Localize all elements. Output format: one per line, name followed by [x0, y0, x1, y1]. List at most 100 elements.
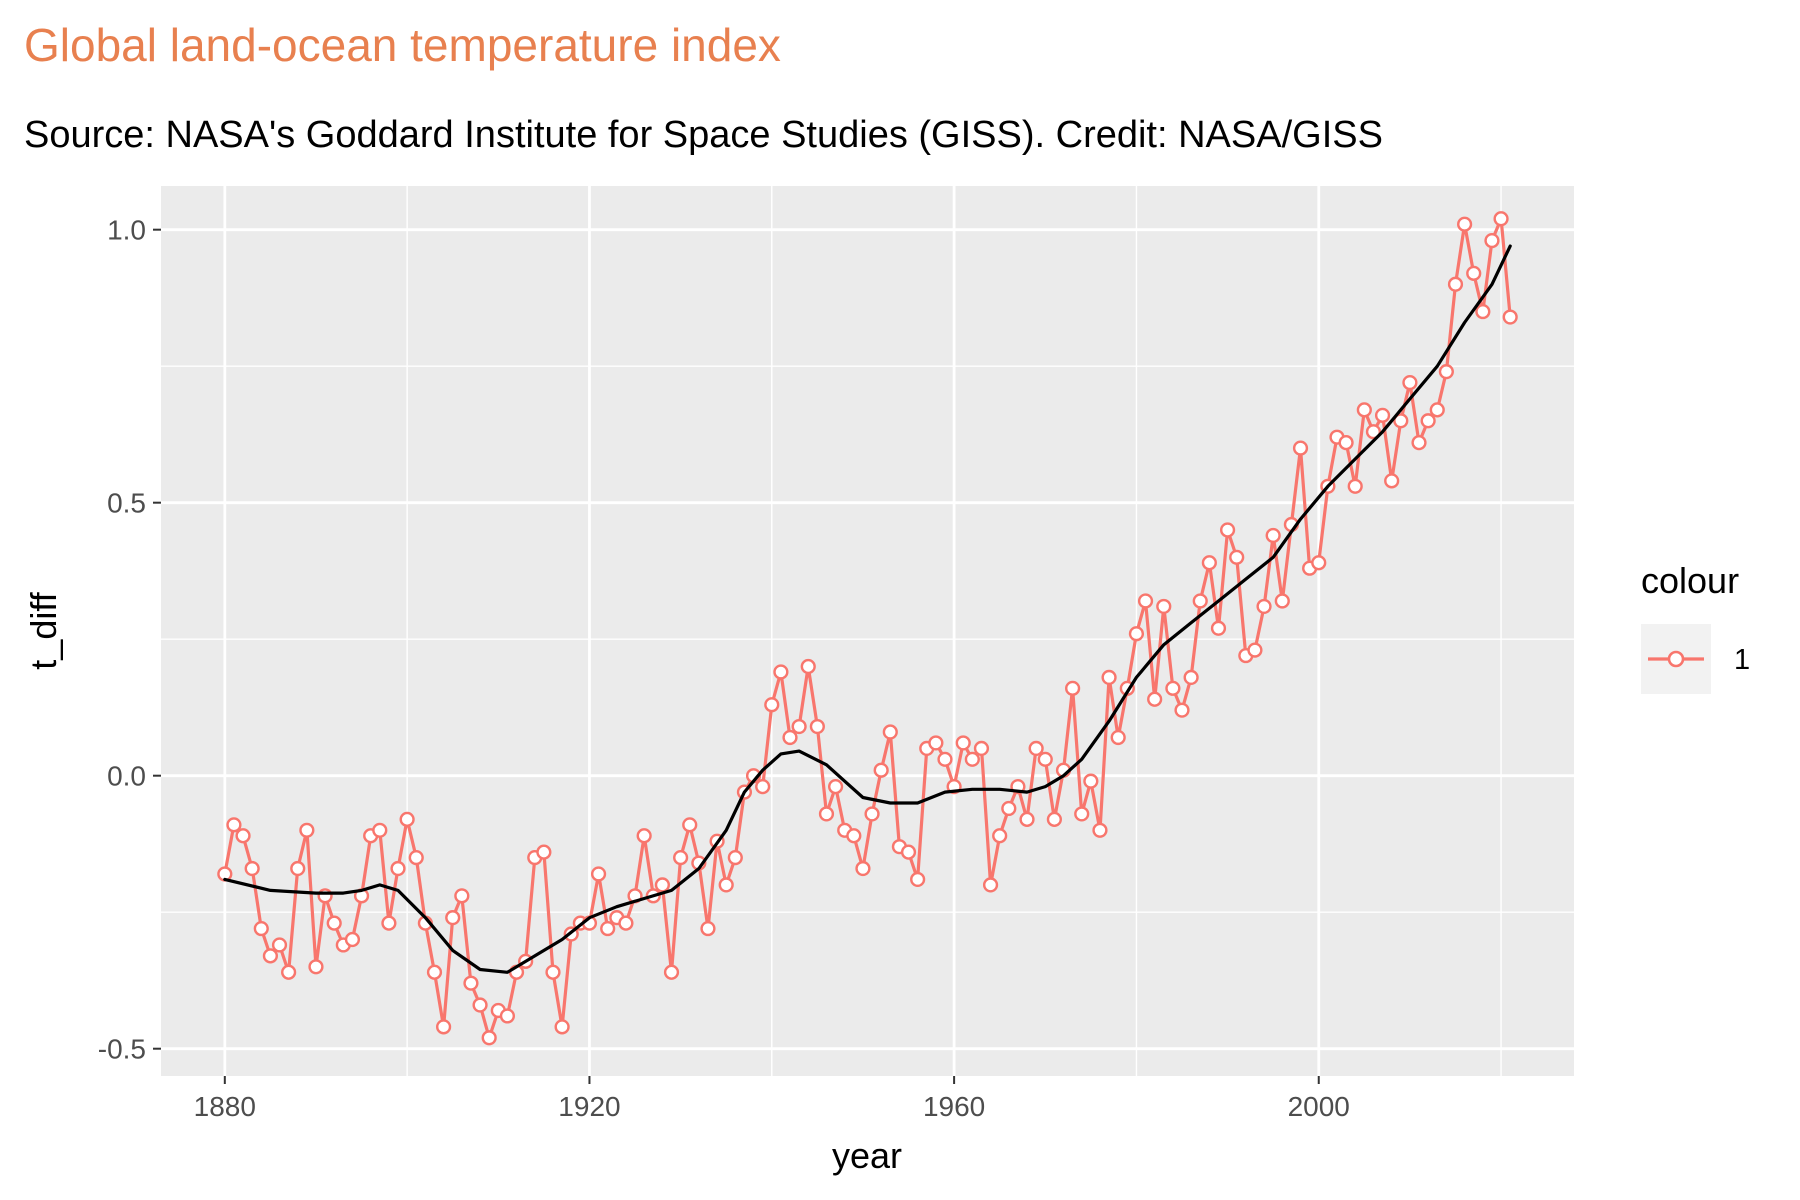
data-point	[600, 920, 616, 937]
data-point	[271, 937, 288, 953]
x-axis: 1880 1920 1960 2000	[194, 1076, 1350, 1122]
data-point	[937, 751, 953, 767]
data-point	[344, 931, 361, 948]
data-point	[654, 877, 670, 893]
data-point	[1466, 265, 1482, 281]
data-point	[554, 1019, 570, 1035]
data-point	[390, 860, 406, 877]
x-axis-title: year	[832, 1135, 902, 1176]
data-point	[590, 866, 607, 882]
data-point	[1174, 702, 1190, 718]
data-point	[1192, 593, 1208, 609]
data-point	[955, 735, 971, 751]
data-point	[773, 664, 789, 680]
data-point	[308, 959, 324, 975]
data-point	[281, 964, 297, 980]
data-point	[472, 997, 488, 1013]
data-point	[791, 718, 807, 735]
y-axis: -0.5 0.0 0.5 1.0	[98, 215, 161, 1065]
data-point	[827, 779, 844, 795]
data-point	[454, 888, 470, 904]
data-point	[1311, 555, 1327, 571]
data-point	[992, 828, 1008, 844]
data-point	[1429, 402, 1445, 418]
data-point	[663, 964, 680, 980]
y-tick-label: 0.0	[107, 761, 146, 792]
data-point	[982, 877, 999, 893]
data-point	[536, 844, 552, 860]
data-point	[910, 871, 926, 888]
data-point	[1256, 598, 1272, 615]
data-point	[928, 735, 944, 751]
legend-title: colour	[1641, 560, 1739, 601]
data-point	[782, 729, 798, 746]
series-line	[223, 217, 1512, 1040]
data-point	[1338, 435, 1354, 451]
data-point	[873, 762, 889, 778]
data-point	[846, 828, 862, 844]
chart-subtitle: Source: NASA's Goddard Institute for Spa…	[24, 114, 1383, 156]
y-axis-title: t_diff	[23, 591, 64, 669]
data-point	[1210, 620, 1227, 636]
x-tick-label: 2000	[1288, 1091, 1350, 1122]
data-point	[1502, 309, 1518, 325]
data-point	[727, 849, 743, 866]
data-point	[1365, 424, 1382, 440]
data-point	[436, 1019, 452, 1035]
data-point	[1001, 800, 1017, 817]
data-point	[1438, 364, 1454, 380]
data-point	[244, 860, 260, 877]
data-point	[290, 860, 306, 877]
data-point	[1493, 211, 1509, 227]
data-point	[1147, 691, 1163, 707]
data-point	[1183, 669, 1199, 686]
data-point	[1393, 413, 1409, 429]
data-point	[445, 910, 461, 926]
data-point	[262, 948, 278, 964]
data-point	[1347, 478, 1363, 494]
data-point	[1484, 233, 1500, 249]
data-point	[1384, 473, 1400, 489]
x-tick-label: 1920	[558, 1091, 620, 1122]
data-point	[326, 915, 342, 931]
data-point	[463, 975, 479, 991]
data-point	[964, 751, 980, 767]
data-point	[399, 811, 415, 827]
x-tick-label: 1960	[923, 1091, 985, 1122]
data-point	[718, 877, 734, 893]
data-point	[818, 806, 835, 822]
data-point	[299, 822, 315, 838]
data-point	[1074, 806, 1090, 822]
data-point	[372, 822, 388, 838]
data-point	[253, 920, 269, 937]
data-point	[1110, 729, 1126, 746]
data-point	[764, 697, 780, 713]
data-point	[499, 1008, 516, 1024]
data-point	[1402, 374, 1418, 391]
data-point	[226, 817, 242, 833]
data-point	[882, 724, 898, 740]
data-point	[1247, 642, 1263, 658]
data-point	[408, 849, 424, 866]
y-tick-label: 1.0	[107, 215, 146, 246]
legend-label: 1	[1734, 644, 1750, 676]
legend: colour 1	[1641, 560, 1750, 694]
data-point	[1092, 822, 1108, 838]
y-tick-label: -0.5	[98, 1034, 146, 1065]
smooth-line	[223, 244, 1512, 974]
data-point	[682, 817, 698, 833]
data-point	[800, 658, 816, 675]
data-point	[1420, 413, 1436, 429]
data-point	[1292, 440, 1309, 456]
data-point	[235, 828, 251, 844]
y-tick-label: 0.5	[107, 488, 146, 519]
data-point	[381, 915, 397, 931]
data-point	[1265, 527, 1281, 544]
data-point	[864, 806, 880, 822]
data-point	[481, 1030, 497, 1046]
data-point	[636, 828, 652, 844]
smooth-trend	[223, 244, 1512, 974]
data-point	[1083, 773, 1099, 789]
data-point	[1101, 669, 1117, 686]
